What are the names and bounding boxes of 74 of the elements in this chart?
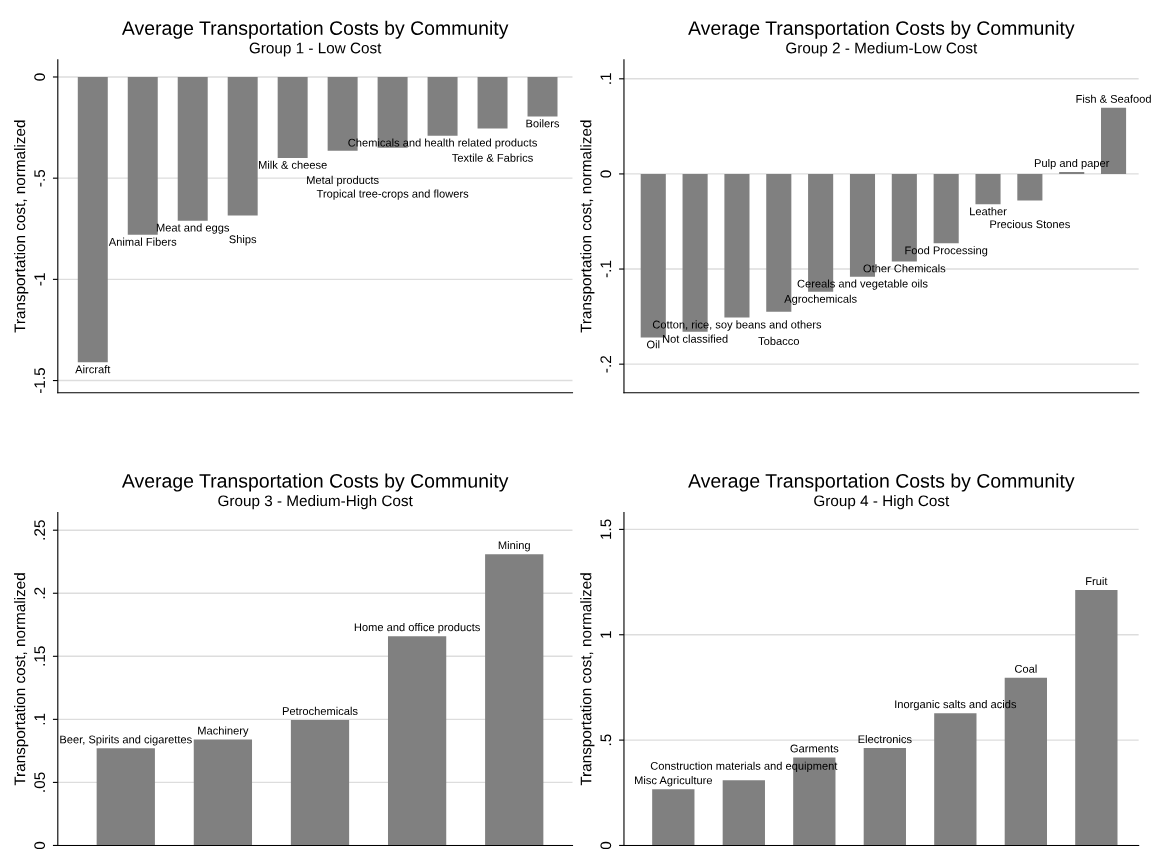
x-tick-label: Misc Agriculture xyxy=(635,776,713,787)
y-axis-title: Transportation cost, normalized xyxy=(580,573,595,786)
y-tick-label: .1 xyxy=(34,713,45,725)
bar xyxy=(934,713,977,846)
category-label: Fish & Seafood xyxy=(1076,94,1151,103)
category-label: Pulp and paper xyxy=(1034,158,1110,170)
x-tick-label: Electronics xyxy=(858,734,912,744)
x-tick-label: Meat and eggs xyxy=(156,223,230,234)
y-axis-title: Transportation cost, normalized xyxy=(580,120,595,333)
x-tick-label: Inorganic salts and acids xyxy=(895,700,1017,711)
x-tick-label: Metal products xyxy=(307,175,379,187)
x-tick-label: Ships xyxy=(229,235,257,246)
y-tick-label: .15 xyxy=(34,646,46,666)
y-tick-label: 1.5 xyxy=(600,519,612,539)
x-tick-label: Milk & cheese xyxy=(258,160,327,169)
y-tick-label: -.5 xyxy=(34,169,46,187)
y-tick-label: .1 xyxy=(600,73,612,84)
x-tick-label: Tropical tree-crops and flowers xyxy=(316,189,469,200)
y-tick-label: -1 xyxy=(34,273,45,286)
chart-title: Average Transportation Costs by Community xyxy=(688,20,1075,39)
y-tick-label: 0 xyxy=(34,73,46,81)
bar xyxy=(485,554,544,846)
chart-subtitle: Group 3 - Medium-High Cost xyxy=(218,494,413,510)
x-tick-label: Animal Fibers xyxy=(108,237,177,246)
x-tick-label: Beer, Spirits and cigarettes xyxy=(60,735,192,746)
chart-title: Average Transportation Costs by Community xyxy=(121,20,509,39)
y-axis-title: Transportation cost, normalized xyxy=(14,120,29,333)
bar xyxy=(290,719,350,846)
bar xyxy=(1075,590,1118,846)
x-tick-label: Aircraft xyxy=(75,365,111,374)
y-axis-title: Transportation cost, normalized xyxy=(14,573,29,786)
y-tick-label: .25 xyxy=(34,520,46,540)
x-tick-label: Machinery xyxy=(198,726,249,737)
category-label: Other Chemicals xyxy=(863,264,946,273)
x-tick-label: Home and office products xyxy=(354,622,480,634)
category-label: Precious Stones xyxy=(990,220,1070,229)
x-tick-label: Mining xyxy=(498,541,530,552)
x-tick-label: Boilers xyxy=(526,119,560,128)
category-label: Food Processing xyxy=(905,246,988,257)
bar xyxy=(96,748,155,846)
y-tick-label: -1.5 xyxy=(34,368,46,394)
bar xyxy=(975,173,1001,205)
chart-title: Average Transportation Costs by Community xyxy=(121,473,509,492)
x-tick-label: Textile & Fabrics xyxy=(452,153,533,162)
category-label: Agrochemicals xyxy=(784,294,857,305)
bar xyxy=(387,636,447,846)
x-tick-label: Fruit xyxy=(1086,576,1108,586)
chart-subtitle: Group 4 - High Cost xyxy=(814,494,950,510)
y-tick-label: 0 xyxy=(34,841,46,850)
bar xyxy=(863,748,906,846)
x-tick-label: Coal xyxy=(1014,664,1037,673)
chart-subtitle: Group 1 - Low Cost xyxy=(249,42,382,57)
category-label: Oil xyxy=(646,340,660,349)
y-tick-label: .5 xyxy=(600,734,612,746)
y-tick-label: -.1 xyxy=(600,260,612,278)
y-tick-label: -.2 xyxy=(600,356,612,373)
x-tick-label: Garments xyxy=(790,744,839,753)
category-label: Tobacco xyxy=(758,336,800,346)
bar xyxy=(724,173,750,318)
category-label: Not classified xyxy=(662,334,728,343)
y-tick-label: .2 xyxy=(34,587,45,599)
bar xyxy=(193,739,253,846)
bar xyxy=(722,780,765,846)
bar xyxy=(933,173,959,244)
category-label: Leather xyxy=(970,207,1007,216)
bar xyxy=(652,789,695,846)
x-tick-label: Petrochemicals xyxy=(282,706,358,716)
y-tick-label: 0 xyxy=(600,170,612,178)
y-tick-label: 0 xyxy=(600,841,612,850)
chart-title: Average Transportation Costs by Community xyxy=(688,473,1075,492)
bar xyxy=(1017,173,1043,201)
y-tick-label: .05 xyxy=(34,772,46,792)
chart-subtitle: Group 2 - Medium-Low Cost xyxy=(786,42,978,57)
y-tick-label: 1 xyxy=(600,631,612,638)
